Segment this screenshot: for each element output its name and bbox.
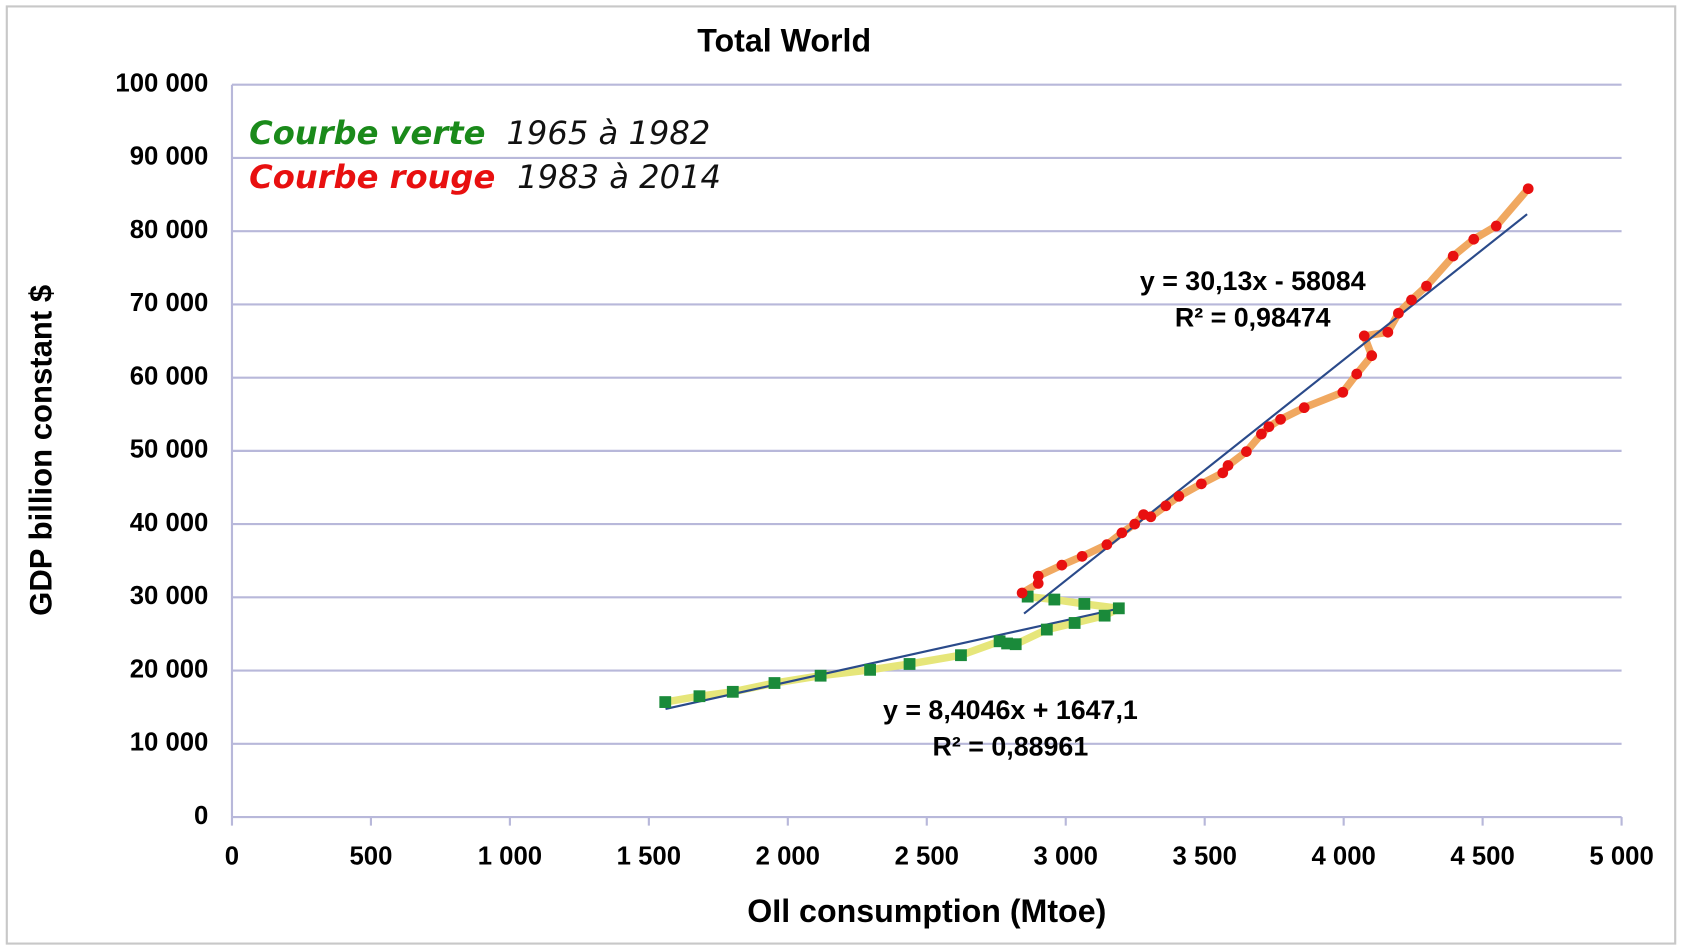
point bbox=[693, 690, 706, 703]
x-tick-label: 500 bbox=[349, 843, 392, 871]
x-tick-label: 3 500 bbox=[1173, 843, 1237, 871]
point bbox=[1421, 280, 1432, 292]
point bbox=[1366, 350, 1378, 362]
point bbox=[814, 669, 827, 682]
point bbox=[1076, 550, 1088, 562]
y-tick-label: 100 000 bbox=[115, 70, 208, 98]
point bbox=[1337, 386, 1349, 398]
point bbox=[1009, 638, 1022, 651]
point bbox=[1078, 598, 1091, 610]
point bbox=[1098, 609, 1111, 622]
point bbox=[768, 677, 781, 689]
x-tick-label: 1 500 bbox=[617, 843, 681, 871]
point bbox=[1468, 233, 1480, 245]
y-tick-label: 20 000 bbox=[130, 655, 209, 683]
point bbox=[1298, 402, 1310, 414]
legend-period: 1965 à 1982 bbox=[506, 114, 710, 152]
y-tick-label: 50 000 bbox=[130, 436, 209, 464]
y-tick-label: 90 000 bbox=[130, 143, 209, 171]
point bbox=[1393, 307, 1404, 319]
point bbox=[1068, 617, 1081, 629]
y-tick-label: 40 000 bbox=[130, 509, 209, 537]
x-tick-label: 0 bbox=[225, 843, 239, 871]
point bbox=[1001, 637, 1013, 650]
point bbox=[659, 696, 672, 708]
point bbox=[955, 649, 967, 662]
x-tick-label: 5 000 bbox=[1589, 843, 1653, 871]
point bbox=[1048, 593, 1061, 606]
point bbox=[1173, 490, 1185, 502]
trend-r2: R² = 0,88961 bbox=[933, 731, 1089, 761]
x-tick-label: 2 500 bbox=[895, 843, 959, 871]
point bbox=[726, 685, 739, 698]
x-tick-label: 3 000 bbox=[1034, 843, 1098, 871]
point bbox=[1040, 623, 1053, 636]
point bbox=[1101, 539, 1113, 550]
point bbox=[1522, 183, 1534, 195]
point bbox=[1222, 460, 1234, 471]
point bbox=[1112, 602, 1125, 615]
point bbox=[1406, 294, 1417, 306]
y-tick-label: 10 000 bbox=[130, 729, 209, 757]
trend-equation: y = 8,4046x + 1647,1 bbox=[883, 695, 1138, 725]
x-axis-label: OIl consumption (Mtoe) bbox=[747, 893, 1106, 929]
point bbox=[993, 635, 1006, 648]
legend-label: Courbe rouge bbox=[249, 158, 495, 196]
point bbox=[864, 663, 876, 676]
point bbox=[1145, 511, 1157, 523]
x-tick-label: 1 000 bbox=[478, 843, 542, 871]
point bbox=[1351, 368, 1363, 380]
point bbox=[1196, 478, 1207, 490]
point bbox=[1382, 326, 1394, 338]
y-tick-label: 0 bbox=[194, 802, 208, 830]
legend-period: 1983 à 2014 bbox=[517, 158, 721, 196]
point bbox=[1160, 500, 1172, 512]
trend-r2: R² = 0,98474 bbox=[1175, 303, 1331, 333]
point bbox=[1129, 518, 1141, 530]
point bbox=[1021, 590, 1034, 603]
point bbox=[1275, 414, 1286, 425]
point bbox=[1016, 587, 1028, 599]
y-tick-label: 30 000 bbox=[130, 582, 209, 610]
legend: Courbe verte 1965 à 1982 Courbe rouge 19… bbox=[249, 114, 721, 196]
y-axis-label: GDP billion constant $ bbox=[23, 285, 58, 616]
chart-frame bbox=[5, 5, 1677, 945]
point bbox=[1056, 559, 1068, 571]
x-tick-label: 2 000 bbox=[756, 843, 820, 871]
point bbox=[1241, 446, 1252, 457]
y-tick-label: 70 000 bbox=[130, 289, 209, 317]
point bbox=[903, 658, 916, 670]
point bbox=[1263, 421, 1275, 433]
point bbox=[1490, 220, 1502, 232]
point bbox=[1116, 527, 1128, 539]
chart-title: Total World bbox=[697, 22, 871, 58]
point bbox=[1032, 570, 1044, 582]
point bbox=[1447, 250, 1459, 262]
point bbox=[1358, 330, 1370, 342]
x-tick-label: 4 000 bbox=[1311, 843, 1375, 871]
y-tick-label: 60 000 bbox=[130, 362, 209, 390]
y-tick-label: 80 000 bbox=[130, 216, 209, 244]
point bbox=[1256, 428, 1267, 440]
legend-label: Courbe verte bbox=[249, 114, 485, 152]
x-tick-label: 4 500 bbox=[1450, 843, 1514, 871]
trend-equation: y = 30,13x - 58084 bbox=[1140, 266, 1366, 296]
